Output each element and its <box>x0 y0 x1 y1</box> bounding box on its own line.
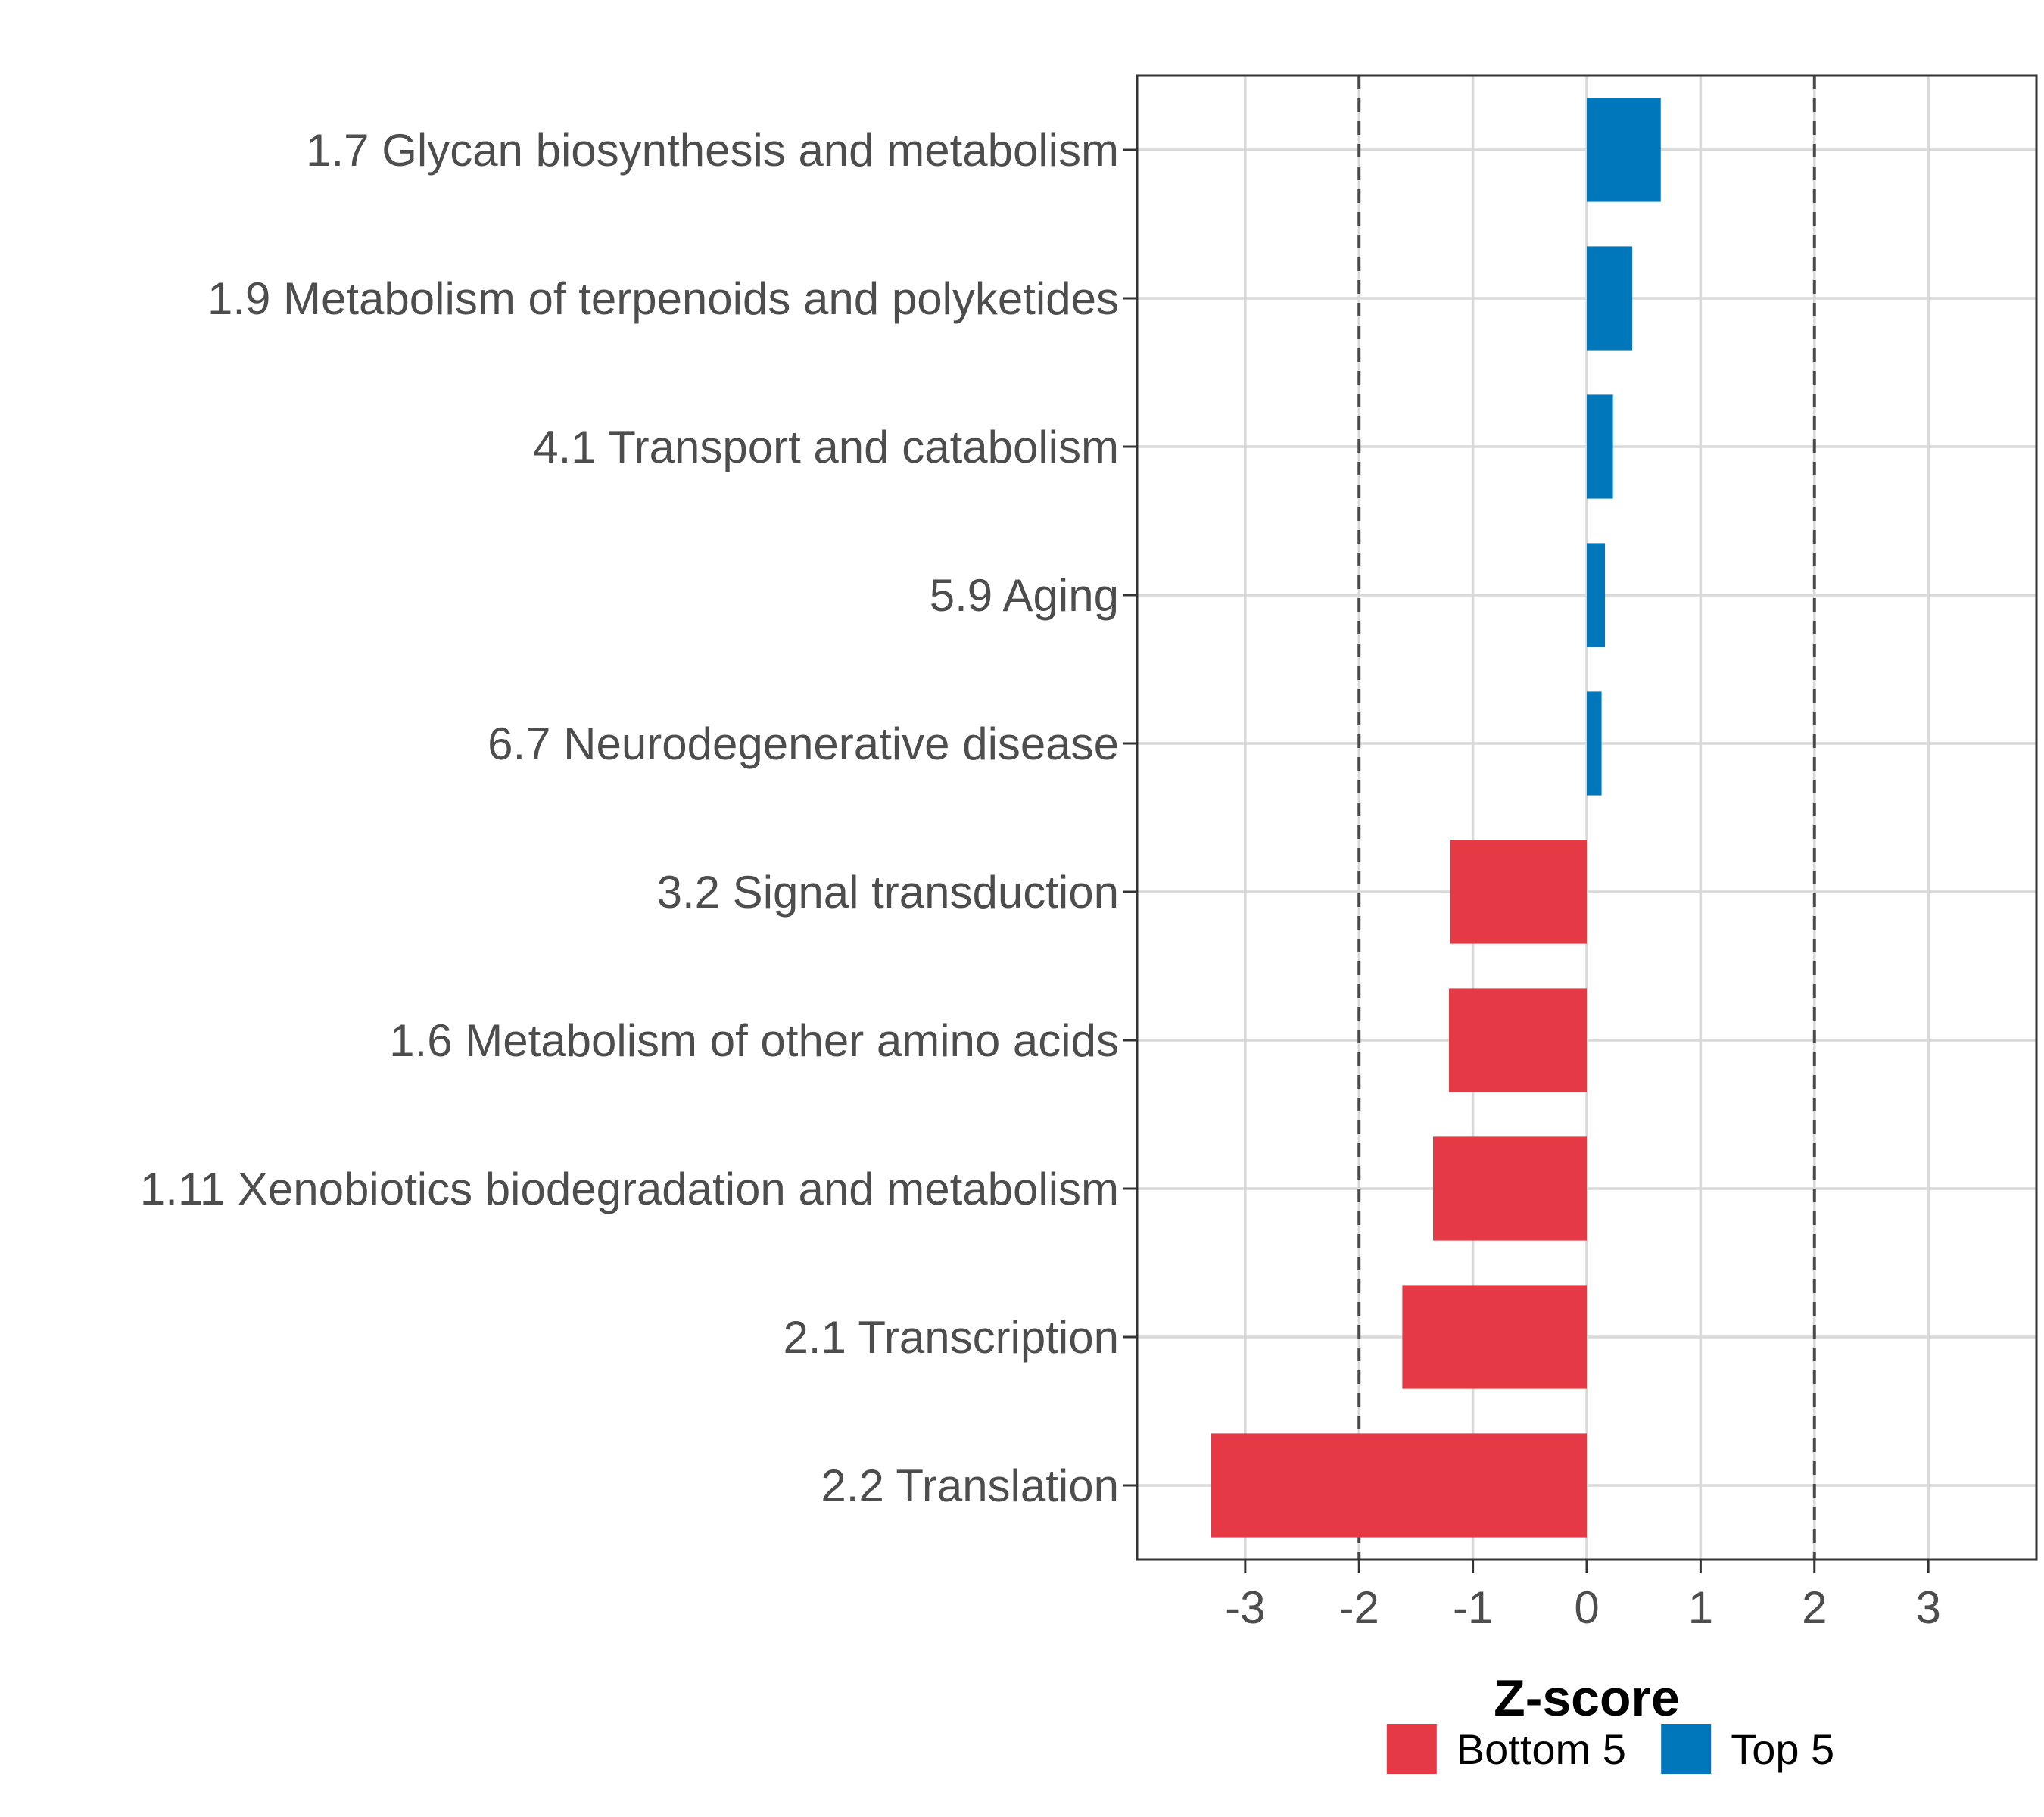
reference-lines <box>1357 76 1816 1560</box>
x-tick-label: 0 <box>1574 1582 1599 1633</box>
category-label: 6.7 Neurodegenerative disease <box>488 718 1119 769</box>
legend: Bottom 5 Top 5 <box>1386 1724 1834 1774</box>
x-tick-label: -1 <box>1453 1582 1493 1633</box>
category-label: 1.9 Metabolism of terpenoids and polyket… <box>207 273 1119 324</box>
x-axis-title: Z-score <box>1494 1669 1680 1727</box>
legend-key <box>1661 1724 1712 1774</box>
bar <box>1211 1433 1587 1538</box>
category-label: 5.9 Aging <box>930 570 1119 621</box>
x-tick-label: -2 <box>1339 1582 1379 1633</box>
category-label: 1.6 Metabolism of other amino acids <box>389 1015 1119 1066</box>
x-axis-ticks: -3 -2 -1 0 1 2 3 <box>1225 1560 1941 1633</box>
bar <box>1450 840 1587 944</box>
bar <box>1587 246 1633 351</box>
category-label: 1.7 Glycan biosynthesis and metabolism <box>306 125 1119 176</box>
bar <box>1587 543 1606 647</box>
bar <box>1432 1136 1587 1241</box>
legend-label: Top 5 <box>1731 1725 1834 1773</box>
x-tick-label: -3 <box>1225 1582 1265 1633</box>
y-axis-ticks: 1.7 Glycan biosynthesis and metabolism 1.… <box>140 125 1137 1511</box>
category-label: 1.11 Xenobiotics biodegradation and meta… <box>140 1164 1119 1214</box>
x-tick-label: 2 <box>1802 1582 1827 1633</box>
bar <box>1449 988 1587 1092</box>
category-label: 3.2 Signal transduction <box>657 867 1119 918</box>
bar <box>1587 394 1613 499</box>
bars <box>1211 98 1661 1538</box>
x-tick-label: 1 <box>1688 1582 1713 1633</box>
bar <box>1402 1285 1587 1389</box>
x-tick-label: 3 <box>1915 1582 1940 1633</box>
bar <box>1587 98 1661 202</box>
legend-label: Bottom 5 <box>1457 1725 1626 1773</box>
category-label: 2.2 Translation <box>821 1460 1119 1511</box>
category-label: 2.1 Transcription <box>783 1312 1119 1363</box>
legend-key <box>1386 1724 1437 1774</box>
bar <box>1587 691 1602 796</box>
category-label: 4.1 Transport and catabolism <box>533 422 1119 472</box>
